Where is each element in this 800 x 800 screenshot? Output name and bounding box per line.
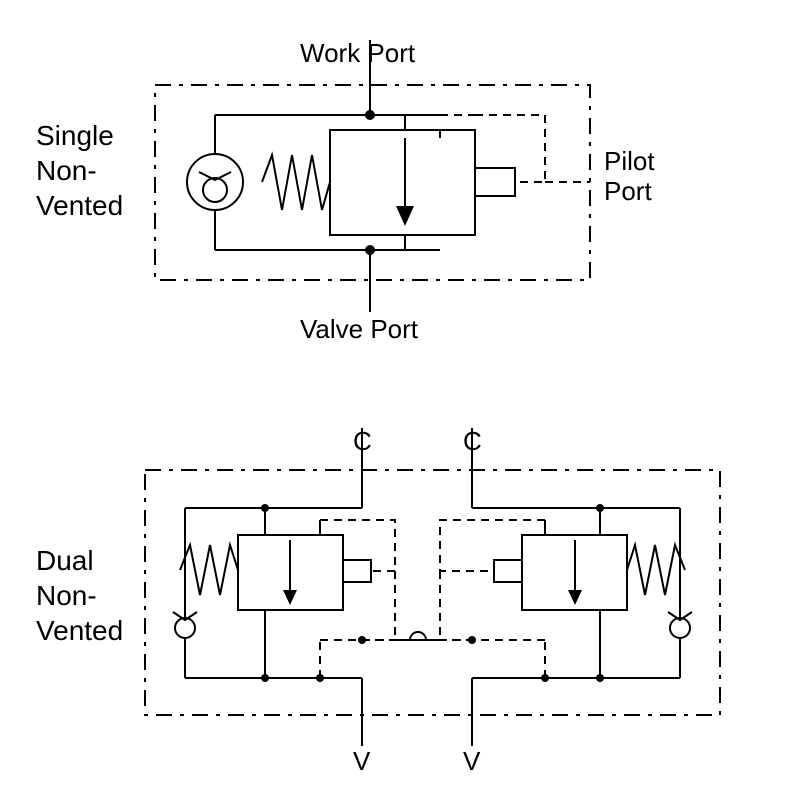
single-non-vented-diagram: Single Non- Vented Work Port Valve Port … [36, 38, 655, 344]
spring-icon [262, 155, 330, 210]
work-port-label: Work Port [300, 38, 416, 68]
dual-title-line2: Non- [36, 580, 97, 611]
dual-non-vented-diagram: Dual Non- Vented C C V V [36, 426, 720, 776]
v-label-left: V [353, 746, 371, 776]
node-v-right [468, 636, 476, 644]
single-title-line1: Single [36, 120, 114, 151]
single-title-line3: Vented [36, 190, 123, 221]
dual-title-line1: Dual [36, 545, 94, 576]
valve-body [330, 115, 475, 250]
dual-right-half [362, 504, 692, 682]
single-title-line2: Non- [36, 155, 97, 186]
pilot-port-label-1: Pilot [604, 146, 655, 176]
crossover-hop [410, 632, 426, 640]
valve-port-label: Valve Port [300, 314, 419, 344]
pilot-actuator [475, 168, 515, 196]
check-valve-symbol [187, 115, 243, 250]
v-label-right: V [463, 746, 481, 776]
dual-title-line3: Vented [36, 615, 123, 646]
dual-left-half [173, 504, 472, 682]
spring-icon-left [180, 545, 238, 595]
spring-icon-right [627, 545, 685, 595]
pilot-port-label-2: Port [604, 176, 652, 206]
hydraulic-valve-schematic: Single Non- Vented Work Port Valve Port … [0, 0, 800, 800]
node-v-left [358, 636, 366, 644]
